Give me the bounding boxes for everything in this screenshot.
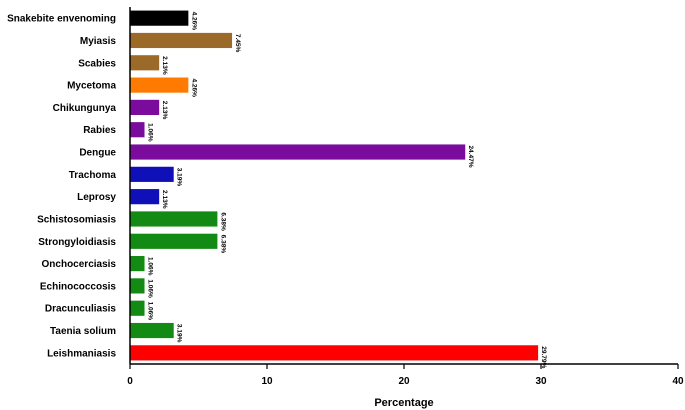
- bar-dracunculiasis: [130, 300, 145, 316]
- category-label: Snakebite envenoming: [7, 14, 116, 25]
- x-tick-label: 0: [127, 376, 133, 387]
- bar-chikungunya: [130, 99, 160, 115]
- bar-mycetoma: [130, 77, 189, 93]
- category-label: Myiasis: [80, 36, 117, 47]
- category-label: Mycetoma: [67, 81, 116, 92]
- bar-strongyloidiasis: [130, 233, 218, 249]
- category-label: Onchocerciasis: [42, 259, 117, 270]
- bar-leishmaniasis: [130, 345, 539, 361]
- category-label: Dengue: [79, 148, 116, 159]
- bar-dengue: [130, 144, 466, 160]
- bar-schistosomiasis: [130, 211, 218, 227]
- category-labels: Snakebite envenoming Myiasis Scabies Myceto…: [7, 14, 116, 360]
- bar-rabies: [130, 122, 145, 138]
- data-label: 6.38%: [219, 212, 226, 231]
- category-label: Scabies: [78, 58, 116, 69]
- category-label: Leprosy: [77, 192, 116, 203]
- data-label: 1.06%: [147, 123, 154, 142]
- data-label: 1.06%: [147, 302, 154, 321]
- data-label: 1.06%: [147, 257, 154, 276]
- bar-myiasis: [130, 32, 233, 49]
- category-label: Echinococcosis: [40, 281, 117, 292]
- x-axis: 0 10 20 30 40: [127, 7, 684, 387]
- data-label: 4.26%: [190, 79, 197, 98]
- data-label: 4.26%: [190, 12, 197, 31]
- category-label: Leishmaniasis: [47, 348, 116, 359]
- data-label: 3.19%: [176, 168, 183, 187]
- category-label: Dracunculiasis: [45, 304, 117, 315]
- category-label: Chikungunya: [53, 103, 117, 114]
- bar-echinococcosis: [130, 278, 145, 294]
- data-label: 24.47%: [467, 145, 474, 167]
- data-label: 7.45%: [234, 34, 241, 53]
- bars-layer: [130, 10, 539, 361]
- data-label: 2.13%: [161, 190, 168, 209]
- category-label: Strongyloidiasis: [38, 237, 116, 248]
- data-label: 6.38%: [219, 235, 226, 254]
- data-label: 29.79%: [540, 346, 547, 368]
- category-label: Trachoma: [69, 170, 117, 181]
- category-label: Rabies: [83, 125, 116, 136]
- data-label: 1.06%: [147, 279, 154, 298]
- bar-trachoma: [130, 166, 174, 182]
- bar-onchocerciasis: [130, 256, 145, 272]
- data-label: 3.19%: [176, 324, 183, 343]
- data-label: 2.13%: [161, 101, 168, 120]
- x-tick-label: 20: [398, 376, 410, 387]
- category-label: Taenia solium: [50, 326, 116, 337]
- x-axis-title: Percentage: [374, 397, 433, 409]
- bar-taenia-solium: [130, 322, 174, 339]
- bar-snakebite-envenoming: [130, 10, 189, 26]
- x-tick-label: 10: [261, 376, 273, 387]
- data-label: 2.13%: [161, 56, 168, 75]
- category-label: Schistosomiasis: [37, 214, 116, 225]
- x-tick-label: 40: [672, 376, 684, 387]
- bar-scabies: [130, 55, 160, 71]
- data-labels: 4.26% 7.45% 2.13% 4.26% 2.13% 1.06% 24.47% 3.19…: [147, 12, 548, 369]
- bar-leprosy: [130, 189, 160, 205]
- x-tick-label: 30: [535, 376, 547, 387]
